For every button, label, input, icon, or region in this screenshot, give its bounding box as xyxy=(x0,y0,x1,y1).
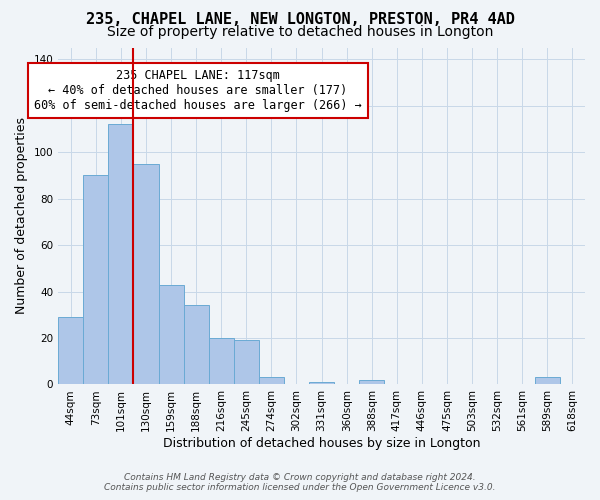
X-axis label: Distribution of detached houses by size in Longton: Distribution of detached houses by size … xyxy=(163,437,481,450)
Bar xyxy=(309,382,334,384)
Text: Size of property relative to detached houses in Longton: Size of property relative to detached ho… xyxy=(107,25,493,39)
Bar xyxy=(259,378,284,384)
Text: 235 CHAPEL LANE: 117sqm
← 40% of detached houses are smaller (177)
60% of semi-d: 235 CHAPEL LANE: 117sqm ← 40% of detache… xyxy=(34,70,362,112)
Bar xyxy=(133,164,158,384)
Bar xyxy=(359,380,385,384)
Bar xyxy=(535,378,560,384)
Bar xyxy=(83,176,109,384)
Bar xyxy=(234,340,259,384)
Y-axis label: Number of detached properties: Number of detached properties xyxy=(15,118,28,314)
Bar xyxy=(184,306,209,384)
Bar xyxy=(209,338,234,384)
Text: 235, CHAPEL LANE, NEW LONGTON, PRESTON, PR4 4AD: 235, CHAPEL LANE, NEW LONGTON, PRESTON, … xyxy=(86,12,514,28)
Bar xyxy=(58,317,83,384)
Bar xyxy=(158,284,184,384)
Text: Contains HM Land Registry data © Crown copyright and database right 2024.
Contai: Contains HM Land Registry data © Crown c… xyxy=(104,473,496,492)
Bar xyxy=(109,124,133,384)
